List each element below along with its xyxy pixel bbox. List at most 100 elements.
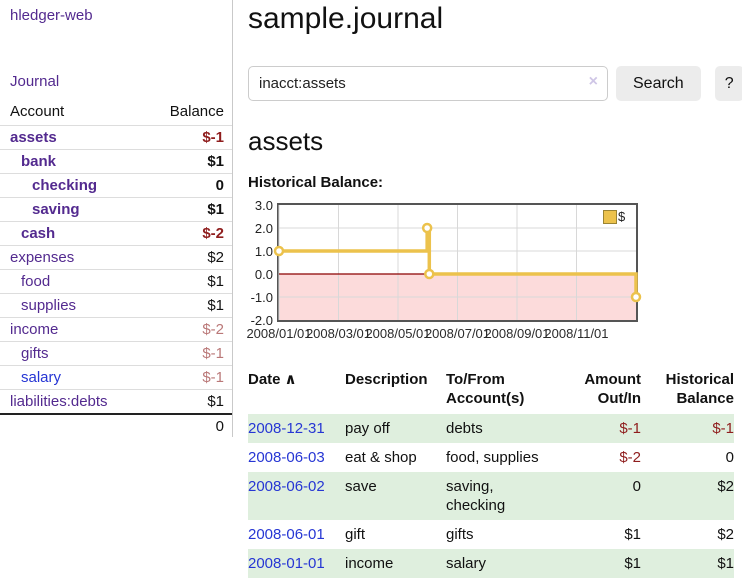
account-row: assets $-1 xyxy=(0,125,232,149)
col-balance[interactable]: Historical Balance xyxy=(665,371,734,407)
txn-balance: $2 xyxy=(717,526,734,543)
x-tick-label: 2008/05/01 xyxy=(365,326,431,341)
account-balance: $1 xyxy=(207,393,224,410)
account-row: expenses $2 xyxy=(0,245,232,269)
accounts-table: Account Balance assets $-1 bank $1 checking 0… xyxy=(0,103,232,438)
txn-amount: $1 xyxy=(624,526,641,543)
txn-accounts: salary xyxy=(446,555,487,572)
txn-description: pay off xyxy=(345,420,390,437)
account-link[interactable]: checking xyxy=(32,177,98,194)
account-row: cash $-2 xyxy=(0,221,232,245)
col-description[interactable]: Description xyxy=(345,371,428,388)
transaction-row: 2008-06-03 eat & shop food, supplies $-2 0 xyxy=(248,443,734,472)
account-row: liabilities:debts $1 xyxy=(0,389,232,413)
account-balance: $1 xyxy=(207,201,224,218)
account-link[interactable]: assets xyxy=(10,129,57,146)
account-balance: 0 xyxy=(215,177,224,194)
txn-date-link[interactable]: 2008-06-02 xyxy=(248,478,325,495)
txn-description: save xyxy=(345,478,377,495)
txn-balance: $1 xyxy=(717,555,734,572)
txn-accounts: debts xyxy=(446,420,483,437)
help-button[interactable]: ? xyxy=(714,66,742,101)
clear-search-icon[interactable]: × xyxy=(588,73,598,90)
txn-amount: $-2 xyxy=(619,449,641,466)
brand-link[interactable]: hledger-web xyxy=(10,7,93,24)
account-link[interactable]: cash xyxy=(21,225,56,242)
accounts-col-account: Account xyxy=(10,103,65,120)
account-row: saving $1 xyxy=(0,197,232,221)
col-accounts[interactable]: To/From Account(s) xyxy=(446,371,525,407)
page-title: sample.journal xyxy=(248,2,444,35)
transaction-row: 2008-01-01 income salary $1 $1 xyxy=(248,549,734,578)
txn-amount: $-1 xyxy=(619,420,641,437)
account-link[interactable]: gifts xyxy=(21,345,49,362)
search-input[interactable] xyxy=(248,66,608,101)
y-tick-label: 3.0 xyxy=(254,198,273,213)
x-tick-label: 2008/01/01 xyxy=(246,326,312,341)
account-link[interactable]: supplies xyxy=(21,297,77,314)
transactions-header-row: Date ∧ Description To/From Account(s) Amo… xyxy=(248,370,734,414)
col-amount[interactable]: Amount Out/In xyxy=(584,371,641,407)
txn-balance: $-1 xyxy=(712,420,734,437)
txn-description: gift xyxy=(345,526,366,543)
account-balance: $1 xyxy=(207,297,224,314)
txn-date-link[interactable]: 2008-12-31 xyxy=(248,420,325,437)
accounts-total-value: 0 xyxy=(215,418,224,435)
account-link[interactable]: food xyxy=(21,273,51,290)
txn-balance: 0 xyxy=(725,449,734,466)
y-tick-label: -1.0 xyxy=(250,290,273,305)
account-balance: $-1 xyxy=(202,369,224,386)
col-date[interactable]: Date ∧ xyxy=(248,371,297,388)
accounts-total-row: 0 xyxy=(0,413,232,438)
account-link[interactable]: saving xyxy=(32,201,80,218)
account-balance: $-1 xyxy=(202,129,224,146)
txn-amount: 0 xyxy=(632,478,641,495)
txn-accounts: food, supplies xyxy=(446,449,539,466)
txn-accounts: saving, checking xyxy=(446,478,506,514)
txn-amount: $1 xyxy=(624,555,641,572)
account-balance: $1 xyxy=(207,153,224,170)
account-rows: assets $-1 bank $1 checking 0 saving $1 cash $-2 e… xyxy=(0,125,232,413)
account-link[interactable]: liabilities:debts xyxy=(10,393,108,410)
txn-description: income xyxy=(345,555,394,572)
chart-title: Historical Balance: xyxy=(248,174,384,191)
chart-plot-area xyxy=(273,203,642,322)
search-button[interactable]: Search xyxy=(616,66,701,101)
txn-date-link[interactable]: 2008-01-01 xyxy=(248,555,325,572)
txn-accounts: gifts xyxy=(446,526,474,543)
accounts-table-header: Account Balance xyxy=(0,103,232,125)
txn-description: eat & shop xyxy=(345,449,417,466)
account-row: income $-2 xyxy=(0,317,232,341)
account-link[interactable]: salary xyxy=(21,369,62,386)
y-tick-label: 0.0 xyxy=(254,267,273,282)
chart-svg xyxy=(273,205,642,320)
account-link[interactable]: income xyxy=(10,321,59,338)
balance-chart: 3.0 2.0 1.0 0.0 -1.0 -2.0 2008/01/01 2008/03/0… xyxy=(246,199,742,348)
transactions-table: Date ∧ Description To/From Account(s) Amo… xyxy=(248,370,734,578)
x-tick-label: 2008/03/01 xyxy=(305,326,372,341)
txn-date-link[interactable]: 2008-06-01 xyxy=(248,526,325,543)
account-row: food $1 xyxy=(0,269,232,293)
account-balance: $-2 xyxy=(202,225,224,242)
transaction-row: 2008-12-31 pay off debts $-1 $-1 xyxy=(248,414,734,443)
account-row: salary $-1 xyxy=(0,365,232,389)
sort-asc-icon: ∧ xyxy=(284,371,297,388)
account-heading: assets xyxy=(248,126,324,156)
transaction-row: 2008-06-01 gift gifts $1 $2 xyxy=(248,520,734,549)
account-link[interactable]: bank xyxy=(21,153,57,170)
accounts-col-balance: Balance xyxy=(169,103,224,120)
account-row: gifts $-1 xyxy=(0,341,232,365)
x-tick-label: 2008/09/01 xyxy=(484,326,550,341)
legend-swatch-icon xyxy=(603,209,617,224)
y-tick-label: -2.0 xyxy=(250,313,273,328)
y-tick-label: 2.0 xyxy=(254,221,273,236)
account-link[interactable]: expenses xyxy=(10,249,75,266)
account-balance: $-1 xyxy=(202,345,224,362)
y-tick-label: 1.0 xyxy=(254,244,273,259)
sidebar-item-journal[interactable]: Journal xyxy=(10,73,60,90)
txn-date-link[interactable]: 2008-06-03 xyxy=(248,449,325,466)
account-balance: $1 xyxy=(207,273,224,290)
account-balance: $2 xyxy=(207,249,224,266)
legend-label: $ xyxy=(618,209,626,224)
